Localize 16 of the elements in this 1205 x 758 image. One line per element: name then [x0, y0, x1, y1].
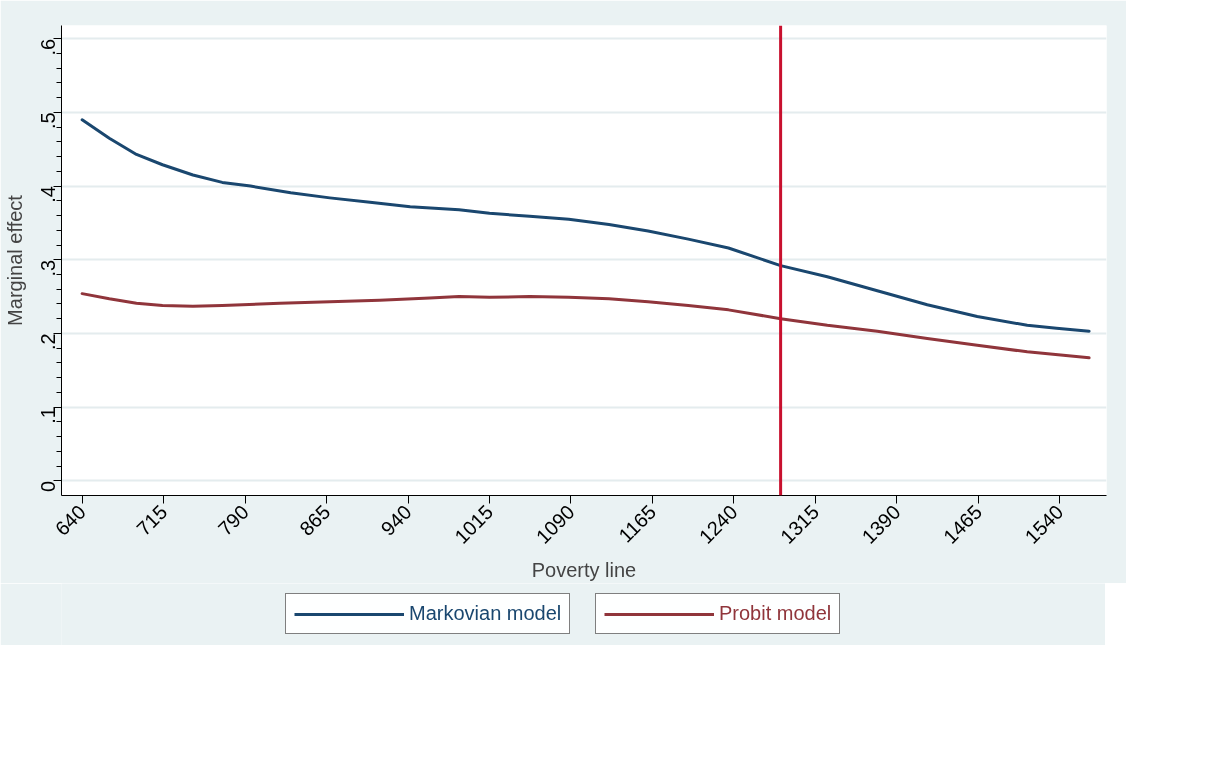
text: Markovian model — [409, 602, 562, 625]
x-tick-label: 940 — [376, 500, 416, 540]
y-axis-title: Marginal effect — [3, 194, 26, 326]
y-tick-label: .5 — [37, 112, 60, 130]
x-axis-title: Poverty line — [531, 558, 637, 581]
y-tick-label: .2 — [37, 333, 60, 351]
y-tick-label: .1 — [37, 407, 60, 424]
x-tick-label: 640 — [50, 500, 90, 540]
x-tick-label: 790 — [213, 500, 253, 540]
y-tick-label: .6 — [37, 38, 60, 56]
y-tick-label: .3 — [37, 259, 60, 277]
x-tick-label: 865 — [295, 500, 335, 540]
y-tick-label: .4 — [37, 186, 60, 203]
y-tick-label: 0 — [37, 480, 60, 492]
text: Probit model — [719, 602, 832, 625]
x-tick-label: 715 — [132, 500, 172, 540]
